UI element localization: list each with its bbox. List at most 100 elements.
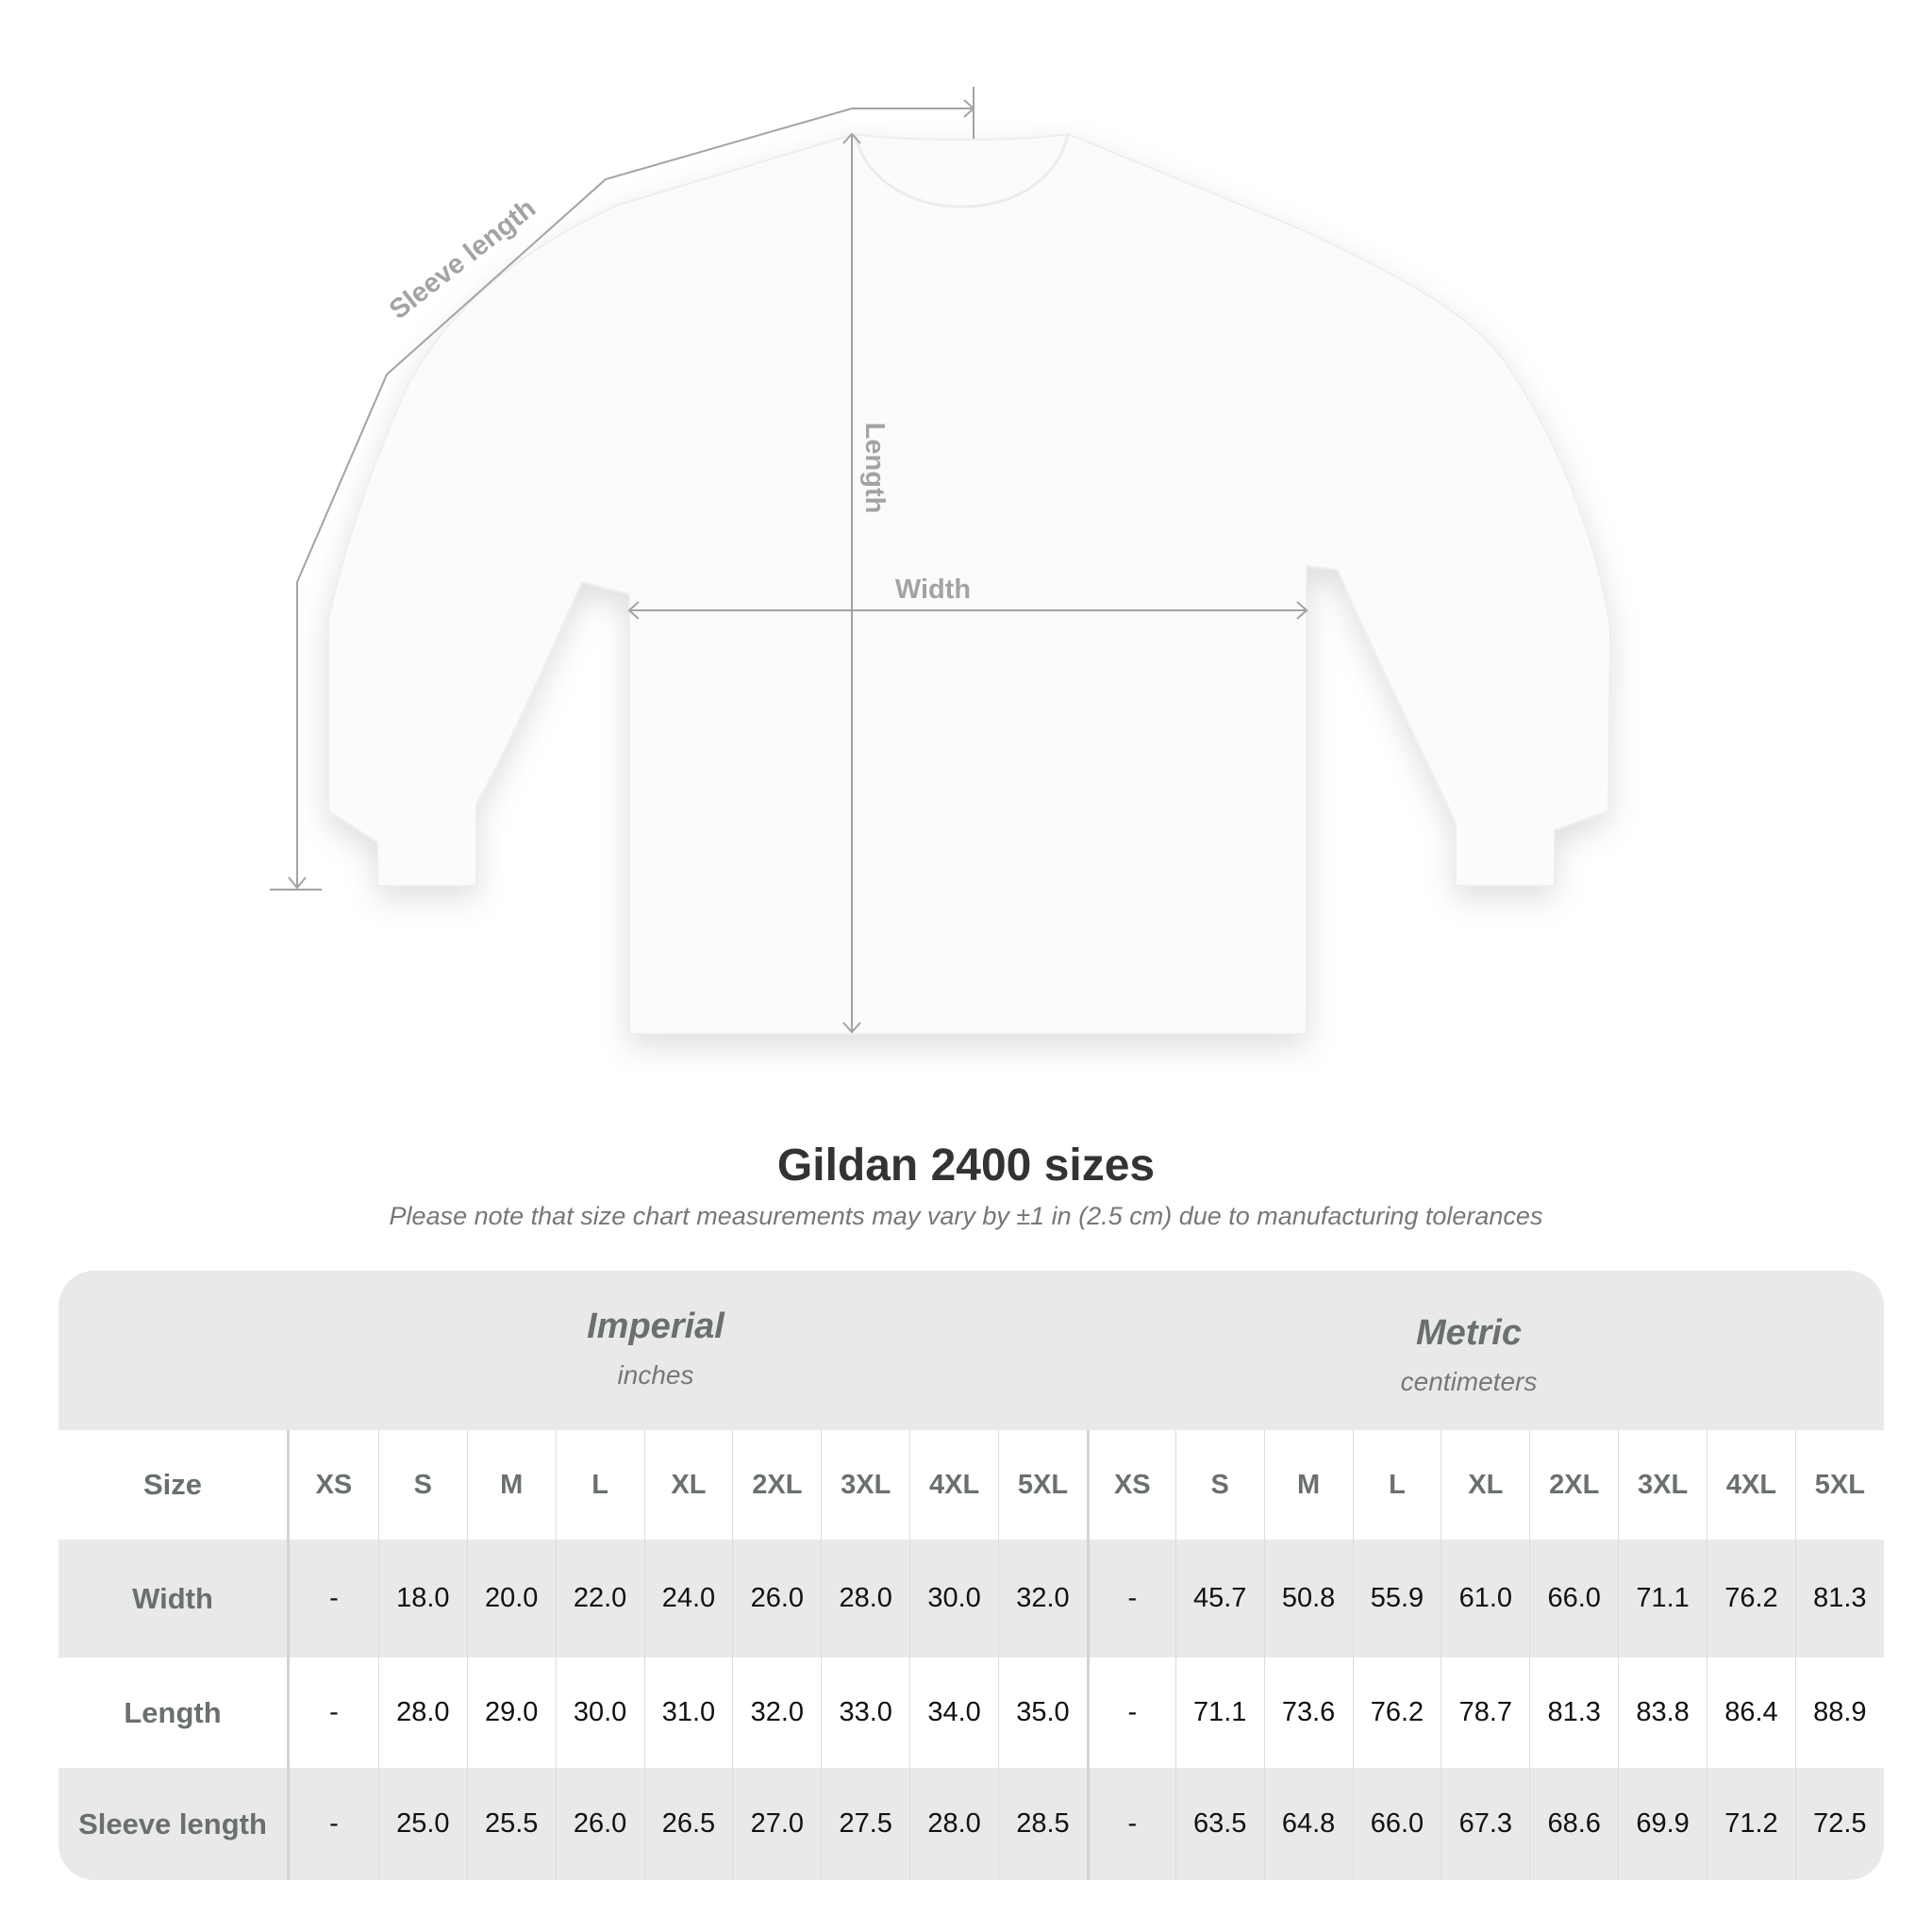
value-cell-metric: 68.6 [1529,1768,1618,1880]
table-row: Width -18.0 20.0 22.0 24.0 26.0 28.0 30.0 32.0-4… [58,1540,1884,1657]
value-cell-metric: 83.8 [1618,1657,1707,1768]
size-header-imperial: 2XL [732,1430,821,1540]
value-cell-imperial: 26.0 [555,1768,644,1880]
page-title: Gildan 2400 sizes [776,1141,1156,1191]
value-cell-imperial: 28.5 [998,1768,1087,1880]
value-cell-metric: 72.5 [1794,1768,1884,1880]
value-cell-imperial: 30.0 [909,1540,998,1657]
value-cell-imperial: 30.0 [555,1657,644,1768]
value-cell-imperial: - [329,1697,339,1727]
size-header-imperial: 5XL [998,1430,1087,1540]
size-header-imperial: XL [643,1430,733,1540]
value-cell-imperial: 31.0 [643,1657,733,1768]
row-label: Size [58,1430,290,1540]
value-cell-metric: 55.9 [1352,1540,1441,1657]
row-label: Width [58,1540,290,1657]
value-cell-imperial: 28.0 [821,1540,909,1657]
value-cell-imperial: 34.0 [909,1657,998,1768]
row-label: Length [58,1657,290,1768]
value-cell-imperial: 24.0 [643,1540,733,1657]
value-cell-metric: 73.6 [1263,1657,1353,1768]
sleeve-length-guide [296,108,974,887]
value-cell-metric: 81.3 [1529,1657,1618,1768]
value-cell-metric: - [1086,1540,1175,1657]
value-cell-imperial: - [329,1583,339,1613]
value-cell-imperial: 22.0 [555,1540,644,1657]
value-cell-imperial: 29.0 [466,1657,556,1768]
imperial-unit: inches [617,1360,694,1390]
size-header-imperial: 3XL [821,1430,909,1540]
value-cell-imperial: 27.5 [821,1768,909,1880]
value-cell-metric: 50.8 [1263,1540,1353,1657]
value-cell-imperial: 18.0 [377,1540,467,1657]
long-sleeve-shirt-illustration [327,132,1612,1035]
size-header-metric: 2XL [1529,1430,1618,1540]
value-cell-imperial: 26.0 [732,1540,821,1657]
size-header-metric: L [1352,1430,1441,1540]
length-label: Length [859,423,890,514]
size-table: Imperial inches Metric centimeters Size X… [58,1271,1884,1880]
value-cell-metric: 78.7 [1441,1657,1529,1768]
value-cell-metric: 71.1 [1618,1540,1707,1657]
width-label: Width [895,575,971,605]
arrowhead-icon [842,132,861,1034]
size-header-metric: 5XL [1794,1430,1884,1540]
value-cell-metric: 64.8 [1263,1768,1353,1880]
row-label: Sleeve length [58,1768,290,1880]
size-header-imperial: S [377,1430,467,1540]
arrowhead-icon [288,876,307,890]
value-cell-metric: 88.9 [1794,1657,1884,1768]
value-cell-imperial: 32.0 [998,1540,1087,1657]
size-header-metric: 3XL [1618,1430,1707,1540]
metric-title: Metric [1416,1313,1522,1353]
value-cell-imperial: 26.5 [643,1768,733,1880]
size-header-imperial: M [466,1430,556,1540]
value-cell-metric: 63.5 [1174,1768,1264,1880]
value-cell-imperial: 20.0 [466,1540,556,1657]
value-cell-imperial: 25.5 [466,1768,556,1880]
value-cell-imperial: - [329,1808,339,1839]
table-row: Sleeve length -25.0 25.5 26.0 26.5 27.0 27.5 28… [58,1768,1884,1880]
size-header-imperial: L [555,1430,644,1540]
size-header-imperial: 4XL [909,1430,998,1540]
value-cell-metric: 45.7 [1174,1540,1264,1657]
table-header-band [58,1271,1884,1430]
value-cell-metric: - [1086,1768,1175,1880]
arrowhead-icon [963,99,975,118]
value-cell-imperial: 27.0 [732,1768,821,1880]
value-cell-metric: - [1086,1657,1175,1768]
size-header-metric: XL [1441,1430,1529,1540]
shirt-diagram: Width Length Sleeve length [270,87,1612,1035]
size-header-metric: S [1174,1430,1264,1540]
table-row: Length -28.0 29.0 30.0 31.0 32.0 33.0 34.0 35.0-… [58,1657,1884,1768]
size-header-metric: XS [1086,1430,1175,1540]
value-cell-imperial: 28.0 [909,1768,998,1880]
value-cell-metric: 71.2 [1707,1768,1795,1880]
value-cell-imperial: 25.0 [377,1768,467,1880]
value-cell-metric: 76.2 [1352,1657,1441,1768]
metric-header: Metric centimeters [1186,1313,1752,1397]
collar [853,133,1070,208]
metric-unit: centimeters [1400,1367,1538,1396]
imperial-header: Imperial inches [373,1307,939,1391]
arrowhead-icon [627,601,1308,620]
value-cell-metric: 81.3 [1794,1540,1884,1657]
size-header-row: Size XS S M L XL 2XL 3XL 4XL 5XL XS S M L XL 2XL 3XL 4XL 5… [58,1430,1884,1540]
value-cell-imperial: 35.0 [998,1657,1087,1768]
value-cell-metric: 66.0 [1352,1768,1441,1880]
value-cell-imperial: 32.0 [732,1657,821,1768]
size-header-imperial: XS [315,1469,353,1500]
value-cell-metric: 66.0 [1529,1540,1618,1657]
value-cell-metric: 76.2 [1707,1540,1795,1657]
tolerance-note: Please note that size chart measurements… [389,1202,1543,1230]
value-cell-imperial: 28.0 [377,1657,467,1768]
size-header-metric: M [1263,1430,1353,1540]
value-cell-metric: 86.4 [1707,1657,1795,1768]
value-cell-metric: 69.9 [1618,1768,1707,1880]
value-cell-metric: 71.1 [1174,1657,1264,1768]
value-cell-metric: 61.0 [1441,1540,1529,1657]
imperial-title: Imperial [587,1307,724,1346]
value-cell-metric: 67.3 [1441,1768,1529,1880]
size-header-metric: 4XL [1707,1430,1795,1540]
value-cell-imperial: 33.0 [821,1657,909,1768]
